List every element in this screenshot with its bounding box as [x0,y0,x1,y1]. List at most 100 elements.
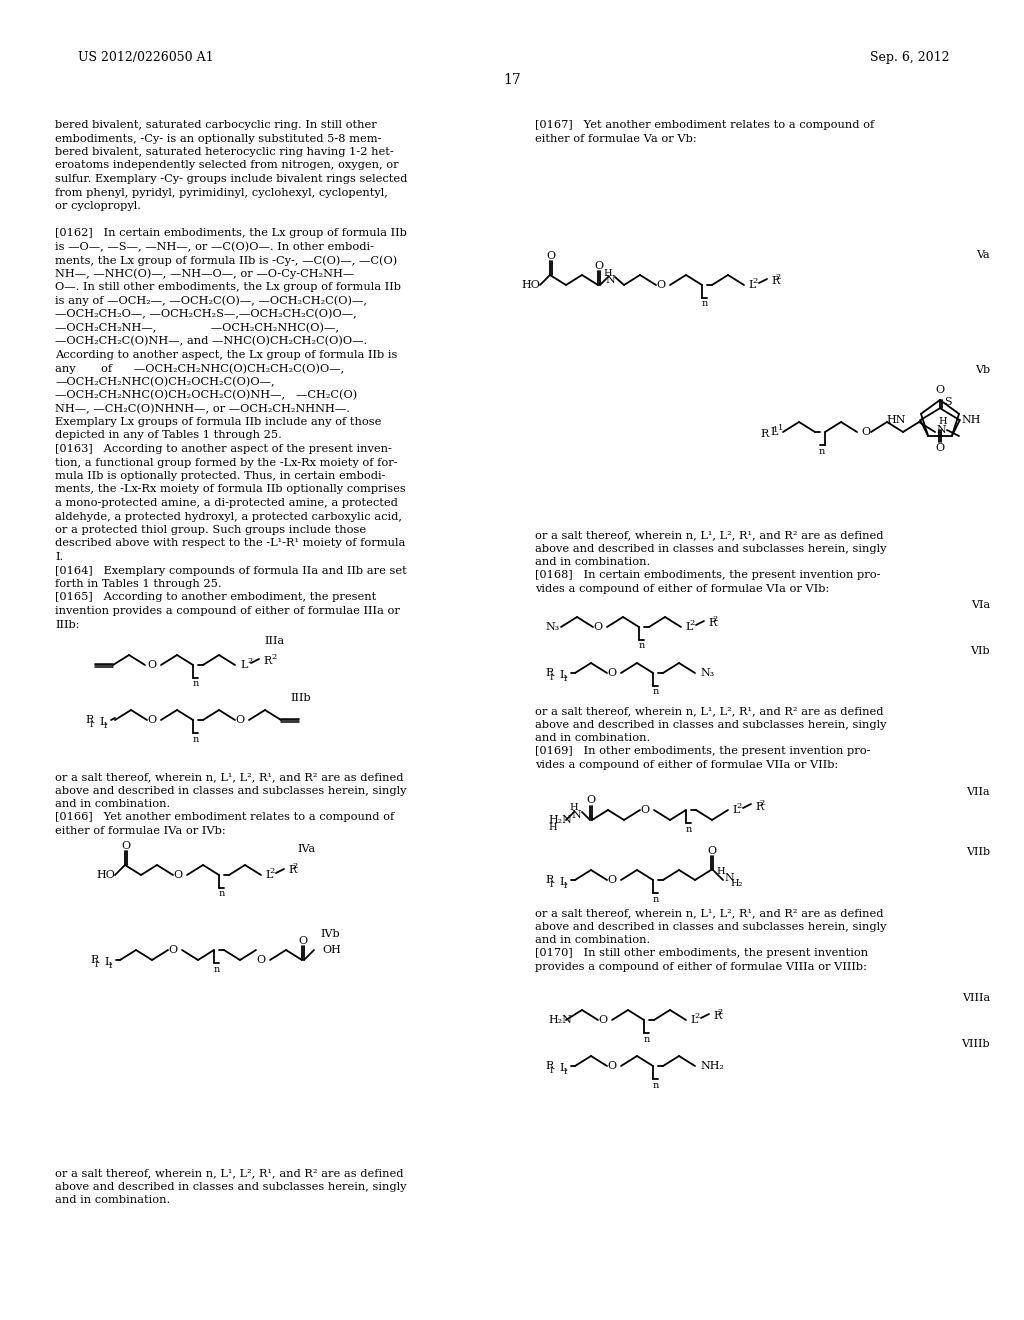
Text: ments, the Lx group of formula IIb is -Cy-, —C(O)—, —C(O): ments, the Lx group of formula IIb is -C… [55,255,397,265]
Text: —OCH₂CH₂NHC(O)CH₂OCH₂C(O)O—,: —OCH₂CH₂NHC(O)CH₂OCH₂C(O)O—, [55,376,274,387]
Text: O: O [607,1061,616,1071]
Text: 2: 2 [247,657,252,665]
Text: 1: 1 [549,880,555,888]
Text: O: O [598,1015,607,1026]
Text: O: O [122,841,131,851]
Text: is —O—, —S—, —NH—, or —C(O)O—. In other embodi-: is —O—, —S—, —NH—, or —C(O)O—. In other … [55,242,374,252]
Text: O: O [656,280,666,290]
Text: 2: 2 [736,803,741,810]
Text: O—. In still other embodiments, the Lx group of formula IIb: O—. In still other embodiments, the Lx g… [55,282,401,292]
Text: 2: 2 [293,862,298,870]
Text: O: O [640,805,649,814]
Text: [0167]   Yet another embodiment relates to a compound of: [0167] Yet another embodiment relates to… [535,120,874,129]
Text: R: R [90,954,98,965]
Text: —OCH₂CH₂O—, —OCH₂CH₂S—,—OCH₂CH₂C(O)O—,: —OCH₂CH₂O—, —OCH₂CH₂S—,—OCH₂CH₂C(O)O—, [55,309,356,319]
Text: L: L [771,426,778,437]
Text: 1: 1 [563,1068,568,1076]
Text: [0170]   In still other embodiments, the present invention: [0170] In still other embodiments, the p… [535,949,868,958]
Text: US 2012/0226050 A1: US 2012/0226050 A1 [78,50,214,63]
Text: [0164]   Exemplary compounds of formula IIa and IIb are set: [0164] Exemplary compounds of formula II… [55,565,407,576]
Text: tion, a functional group formed by the -Lx-Rx moiety of for-: tion, a functional group formed by the -… [55,458,397,467]
Text: above and described in classes and subclasses herein, singly: above and described in classes and subcl… [535,544,887,553]
Text: above and described in classes and subclasses herein, singly: above and described in classes and subcl… [55,785,407,796]
Text: L: L [748,280,756,290]
Text: or a salt thereof, wherein n, L¹, L², R¹, and R² are as defined: or a salt thereof, wherein n, L¹, L², R¹… [535,706,884,715]
Text: IIIb: IIIb [291,693,311,704]
Text: L: L [685,622,692,632]
Text: O: O [595,261,603,271]
Text: IVb: IVb [321,929,340,939]
Text: L: L [559,671,566,680]
Text: O: O [147,660,157,671]
Text: VIIIa: VIIIa [962,993,990,1003]
Text: R: R [263,656,271,667]
Text: depicted in any of Tables 1 through 25.: depicted in any of Tables 1 through 25. [55,430,282,441]
Text: 2: 2 [694,1012,699,1020]
Text: O: O [173,870,182,880]
Text: R: R [545,1061,553,1071]
Text: or cyclopropyl.: or cyclopropyl. [55,201,141,211]
Text: [0165]   According to another embodiment, the present: [0165] According to another embodiment, … [55,593,376,602]
Text: n: n [219,890,225,899]
Text: VIIa: VIIa [967,787,990,797]
Text: 2: 2 [753,277,758,285]
Text: any       of      —OCH₂CH₂NHC(O)CH₂CH₂C(O)O—,: any of —OCH₂CH₂NHC(O)CH₂CH₂C(O)O—, [55,363,344,374]
Text: forth in Tables 1 through 25.: forth in Tables 1 through 25. [55,579,221,589]
Text: N: N [571,810,581,820]
Text: 2: 2 [775,273,780,281]
Text: R: R [85,715,93,725]
Text: L: L [559,876,566,887]
Text: n: n [214,965,220,974]
Text: H: H [548,824,557,833]
Text: R: R [708,618,716,628]
Text: O: O [594,622,602,632]
Text: vides a compound of either of formulae VIa or VIb:: vides a compound of either of formulae V… [535,583,829,594]
Text: HN: HN [887,416,906,425]
Text: R: R [713,1011,721,1020]
Text: R: R [288,865,296,875]
Text: NH: NH [962,416,981,425]
Text: N: N [724,873,734,883]
Text: and in combination.: and in combination. [55,799,170,809]
Text: 2: 2 [689,619,694,627]
Text: n: n [653,895,659,903]
Text: n: n [639,642,645,651]
Text: NH—, —NHC(O)—, —NH—O—, or —O-Cy-CH₂NH—: NH—, —NHC(O)—, —NH—O—, or —O-Cy-CH₂NH— [55,268,354,279]
Text: IVa: IVa [298,843,316,854]
Text: I.: I. [55,552,63,562]
Text: 1: 1 [94,961,99,969]
Text: [0166]   Yet another embodiment relates to a compound of: [0166] Yet another embodiment relates to… [55,813,394,822]
Text: or a salt thereof, wherein n, L¹, L², R¹, and R² are as defined: or a salt thereof, wherein n, L¹, L², R¹… [535,531,884,540]
Text: [0169]   In other embodiments, the present invention pro-: [0169] In other embodiments, the present… [535,747,870,756]
Text: O: O [547,251,556,261]
Text: —OCH₂CH₂NH—,               —OCH₂CH₂NHC(O)—,: —OCH₂CH₂NH—, —OCH₂CH₂NHC(O)—, [55,322,339,333]
Text: O: O [236,715,245,725]
Text: above and described in classes and subclasses herein, singly: above and described in classes and subcl… [535,719,887,730]
Text: IIIa: IIIa [265,636,285,645]
Text: O: O [708,846,717,855]
Text: R: R [761,429,769,440]
Text: H: H [717,867,725,876]
Text: L: L [240,660,248,671]
Text: N₃: N₃ [700,668,715,678]
Text: 2: 2 [713,615,718,623]
Text: L: L [99,717,106,727]
Text: provides a compound of either of formulae VIIIa or VIIIb:: provides a compound of either of formula… [535,962,867,972]
Text: O: O [936,444,944,453]
Text: [0168]   In certain embodiments, the present invention pro-: [0168] In certain embodiments, the prese… [535,570,881,581]
Text: 1: 1 [549,675,555,682]
Text: n: n [193,680,199,689]
Text: and in combination.: and in combination. [535,733,650,743]
Text: mula IIb is optionally protected. Thus, in certain embodi-: mula IIb is optionally protected. Thus, … [55,471,385,480]
Text: HO: HO [521,280,540,290]
Text: VIb: VIb [971,645,990,656]
Text: bered bivalent, saturated carbocyclic ring. In still other: bered bivalent, saturated carbocyclic ri… [55,120,377,129]
Text: n: n [701,300,709,309]
Text: H: H [569,803,579,812]
Text: O: O [861,426,870,437]
Text: [0162]   In certain embodiments, the Lx group of formula IIb: [0162] In certain embodiments, the Lx gr… [55,228,407,238]
Text: n: n [193,734,199,743]
Text: Sep. 6, 2012: Sep. 6, 2012 [870,50,950,63]
Text: HO: HO [96,870,115,880]
Text: L: L [265,870,272,880]
